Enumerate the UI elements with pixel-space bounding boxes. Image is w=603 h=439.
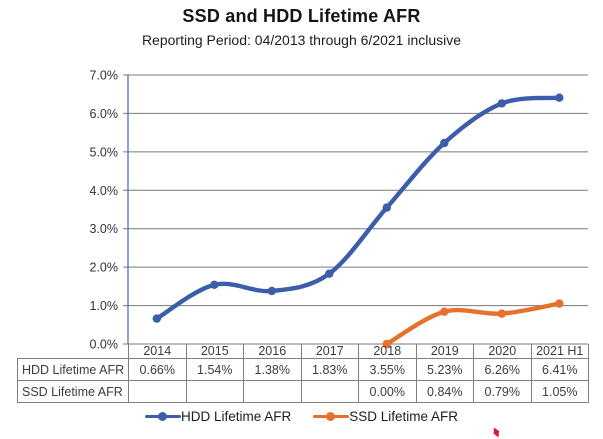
ssd-series-marker-icon bbox=[313, 407, 350, 425]
data-point-marker bbox=[210, 280, 219, 289]
y-tick-label: 7.0% bbox=[90, 69, 119, 83]
series-line-1 bbox=[384, 301, 562, 347]
data-point-marker bbox=[440, 138, 449, 148]
table-cell: 1.38% bbox=[243, 358, 302, 381]
table-cell: 0.84% bbox=[415, 380, 474, 403]
x-axis-label: 2016 bbox=[243, 344, 302, 359]
row-header-ssd: SSD Lifetime AFR bbox=[17, 380, 129, 403]
table-cell: 0.79% bbox=[473, 380, 532, 403]
legend-label: HDD Lifetime AFR bbox=[180, 408, 292, 424]
table-cell bbox=[243, 380, 302, 403]
table-row: HDD Lifetime AFR 0.66% 1.54% 1.38% 1.83%… bbox=[17, 358, 589, 381]
table-cell: 0.66% bbox=[128, 358, 187, 381]
data-point-marker bbox=[555, 299, 564, 308]
x-axis-label: 2020 bbox=[473, 344, 532, 359]
legend-item: SSD Lifetime AFR bbox=[313, 407, 458, 425]
data-point-marker bbox=[152, 314, 161, 323]
table-cell: 1.05% bbox=[530, 380, 589, 403]
series-line-0 bbox=[154, 95, 562, 321]
x-axis-label: 2017 bbox=[300, 344, 359, 359]
data-point-marker bbox=[325, 269, 334, 278]
table-corner-cell bbox=[18, 344, 129, 359]
afr-data-table: 2014 2015 2016 2017 2018 2019 2020 2021 … bbox=[17, 344, 589, 403]
chart-legend: HDD Lifetime AFR SSD Lifetime AFR bbox=[0, 407, 603, 425]
data-point-marker bbox=[497, 309, 506, 318]
table-cell: 1.54% bbox=[185, 358, 244, 381]
x-axis-label: 2015 bbox=[185, 344, 244, 359]
table-cell: 5.23% bbox=[415, 358, 474, 381]
x-axis-label-row: 2014 2015 2016 2017 2018 2019 2020 2021 … bbox=[18, 344, 589, 359]
table-cell: 0.00% bbox=[358, 380, 417, 403]
y-tick-label: 4.0% bbox=[90, 184, 119, 198]
table-cell bbox=[185, 380, 244, 403]
data-point-marker bbox=[497, 99, 506, 108]
x-axis-label: 2014 bbox=[128, 344, 187, 359]
data-point-marker bbox=[267, 286, 276, 296]
data-point-marker bbox=[382, 203, 391, 212]
table-cell bbox=[300, 380, 359, 403]
data-point-marker bbox=[440, 307, 449, 316]
chart-title: SSD and HDD Lifetime AFR bbox=[182, 6, 421, 26]
legend-label: SSD Lifetime AFR bbox=[349, 408, 459, 424]
y-tick-label: 0.0% bbox=[90, 338, 119, 352]
legend-item: HDD Lifetime AFR bbox=[144, 407, 292, 425]
red-artifact bbox=[493, 427, 499, 438]
y-tick-label: 3.0% bbox=[90, 222, 119, 236]
hdd-series-marker-icon bbox=[144, 407, 181, 425]
y-tick-label: 2.0% bbox=[90, 261, 119, 275]
table-cell: 3.55% bbox=[358, 358, 417, 381]
table-cell bbox=[128, 380, 187, 403]
data-point-marker bbox=[555, 93, 564, 102]
y-tick-label: 1.0% bbox=[90, 299, 119, 313]
x-axis-label: 2018 bbox=[358, 344, 417, 359]
y-tick-label: 5.0% bbox=[90, 145, 119, 159]
y-tick-label: 6.0% bbox=[90, 107, 119, 121]
x-axis-label: 2021 H1 bbox=[530, 344, 589, 359]
table-cell: 6.26% bbox=[473, 358, 532, 381]
row-header-hdd: HDD Lifetime AFR bbox=[17, 358, 129, 381]
x-axis-label: 2019 bbox=[415, 344, 474, 359]
table-row: SSD Lifetime AFR 0.00% 0.84% 0.79% 1.05% bbox=[17, 380, 589, 403]
table-cell: 6.41% bbox=[530, 358, 589, 381]
chart-subtitle: Reporting Period: 04/2013 through 6/2021… bbox=[141, 32, 462, 48]
table-cell: 1.83% bbox=[300, 358, 359, 381]
